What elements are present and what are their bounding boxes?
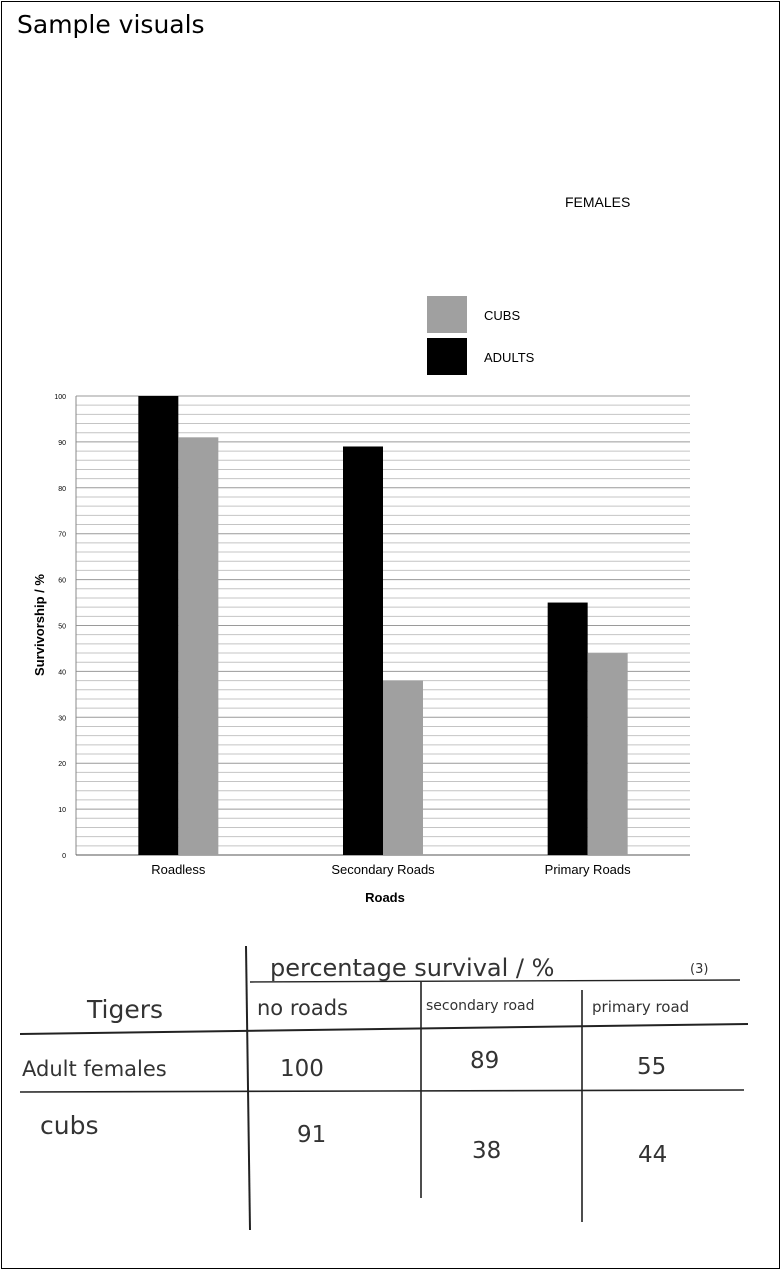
bar-adults [343, 446, 383, 855]
y-tick-label: 30 [58, 715, 66, 722]
page-heading: Sample visuals [17, 10, 205, 39]
table-row-label: Adult females [22, 1057, 167, 1081]
y-axis-label: Survivorship / % [32, 574, 47, 676]
bar-cubs [178, 437, 219, 855]
y-tick-label: 20 [58, 761, 66, 768]
y-tick-label: 10 [58, 807, 66, 814]
legend-label: CUBS [484, 308, 520, 323]
table-col-header: no roads [257, 996, 348, 1020]
bar-cubs [383, 680, 423, 855]
table-col-header: secondary road [426, 998, 534, 1014]
table-horizontal-line [249, 979, 741, 983]
table-row-label: cubs [40, 1111, 98, 1140]
x-tick-labels: Roadless Secondary Roads Primary Roads [151, 862, 631, 877]
y-tick-label: 0 [62, 853, 66, 860]
table-cell: 89 [470, 1048, 499, 1074]
table-cell: 38 [472, 1138, 501, 1164]
y-tick-label: 40 [58, 669, 66, 676]
legend-label: ADULTS [484, 350, 535, 365]
x-tick-label: Roadless [151, 862, 206, 877]
table-cell: 91 [297, 1122, 326, 1148]
bar-cubs [587, 653, 628, 855]
chart-legend: CUBS ADULTS [427, 296, 535, 375]
table-cell: 55 [637, 1054, 666, 1080]
x-tick-label: Primary Roads [545, 862, 631, 877]
y-tick-label: 100 [54, 394, 66, 401]
bar-adults [138, 396, 179, 855]
legend-swatch [427, 338, 467, 375]
y-tick-label: 50 [58, 624, 66, 631]
figure-label: FEMALES [565, 194, 631, 210]
y-tick-labels: 0 10 20 30 40 50 60 70 80 90 100 [54, 394, 66, 860]
table-horizontal-line [19, 1023, 749, 1035]
table-cell: 44 [638, 1142, 667, 1168]
y-tick-label: 70 [58, 532, 66, 539]
bar-adults [547, 602, 588, 855]
table-cell: 100 [280, 1056, 324, 1082]
table-col-header: primary road [592, 998, 689, 1016]
y-tick-label: 80 [58, 486, 66, 493]
table-vertical-line [245, 945, 251, 1231]
x-tick-label: Secondary Roads [331, 862, 435, 877]
table-group-header: percentage survival / % [270, 954, 554, 982]
table-col-header: Tigers [86, 995, 163, 1024]
y-tick-label: 90 [58, 440, 66, 447]
table-question-mark: (3) [690, 962, 708, 977]
x-axis-label: Roads [365, 890, 405, 905]
y-tick-label: 60 [58, 578, 66, 585]
chart-bars [138, 396, 628, 855]
legend-swatch [427, 296, 467, 333]
table-horizontal-line [19, 1089, 745, 1093]
